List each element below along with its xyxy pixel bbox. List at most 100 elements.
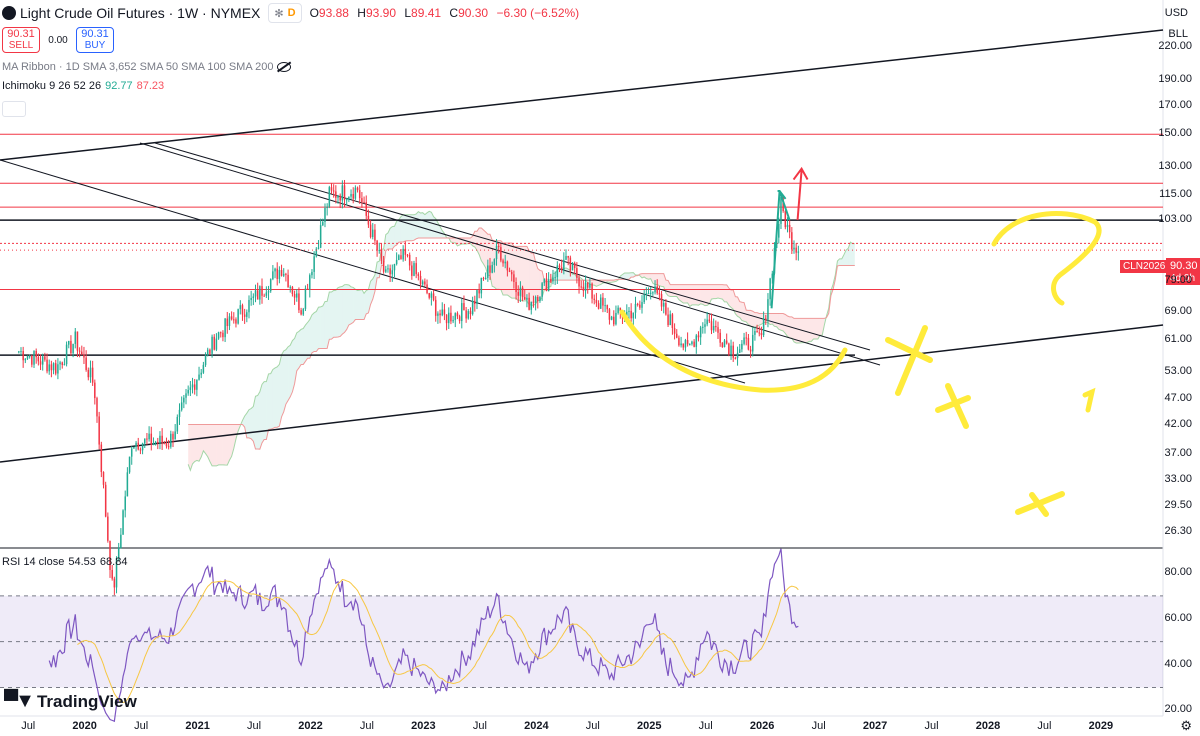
symbol-title[interactable]: Light Crude Oil Futures · 1W · NYMEX xyxy=(20,5,261,21)
candle-body xyxy=(639,304,641,308)
ichimoku-cloud-segment xyxy=(770,313,773,325)
yellow-question-annotation xyxy=(991,210,1102,306)
candle-body xyxy=(721,342,724,348)
price-tick-label: 103.00 xyxy=(1158,213,1192,226)
candle-body xyxy=(117,547,120,559)
candle-body xyxy=(751,334,754,352)
ichimoku-cloud-segment xyxy=(411,214,415,241)
ichimoku-cloud-segment xyxy=(305,322,308,362)
candle-body xyxy=(174,431,176,440)
candle-body xyxy=(59,362,61,365)
ichimoku-cloud-segment xyxy=(535,262,538,304)
symbol-logo-icon xyxy=(2,6,16,20)
market-status-flag[interactable]: ✻ D xyxy=(268,3,302,23)
candle-body xyxy=(61,362,64,365)
candle-body xyxy=(541,283,543,297)
time-tick-label: Jul xyxy=(585,720,600,732)
ichimoku-cloud-segment xyxy=(262,381,265,443)
ma-ribbon-legend[interactable]: MA Ribbon · 1D SMA 3,652 SMA 50 SMA 100 … xyxy=(2,61,292,73)
candle-body xyxy=(74,331,77,344)
unit-label[interactable]: BLL xyxy=(1168,28,1188,40)
candle-body xyxy=(348,196,350,200)
candle-body xyxy=(693,341,695,347)
ichimoku-cloud-segment xyxy=(646,273,649,280)
ichimoku-cloud-segment xyxy=(331,290,334,340)
ichimoku-cloud-segment xyxy=(355,289,358,320)
ichimoku-value-1: 92.77 xyxy=(105,80,133,92)
high-value: 93.90 xyxy=(365,6,396,20)
gear-icon[interactable]: ⚙ xyxy=(1180,718,1192,733)
candle-body xyxy=(426,284,428,294)
ichimoku-cloud-segment xyxy=(533,253,536,306)
candle-body xyxy=(597,303,600,309)
candle-body xyxy=(28,355,31,357)
candle-body xyxy=(680,343,682,346)
ichimoku-cloud-segment xyxy=(320,305,323,349)
hidden-eye-icon[interactable] xyxy=(277,62,292,72)
candle-body xyxy=(313,256,315,272)
tradingview-logo-icon: ▀▼ xyxy=(4,690,35,712)
candle-body xyxy=(482,277,485,279)
ichimoku-cloud-segment xyxy=(450,237,454,243)
candle-body xyxy=(400,255,402,260)
candle-body xyxy=(745,337,747,339)
price-tick-label: 33.00 xyxy=(1164,472,1192,485)
candle-body xyxy=(198,374,200,380)
ichimoku-cloud-segment xyxy=(268,373,271,430)
candle-body xyxy=(406,254,409,256)
ichimoku-legend[interactable]: Ichimoku 9 26 52 26 92.77 87.23 xyxy=(2,80,164,92)
candle-body xyxy=(699,327,702,338)
time-tick-label: Jul xyxy=(811,720,826,732)
candle-body xyxy=(24,358,27,361)
ichimoku-span-b xyxy=(188,227,855,450)
ichimoku-cloud-segment xyxy=(817,318,821,339)
ichimoku-cloud-segment xyxy=(351,286,354,324)
tradingview-logo[interactable]: ▀▼ TradingView xyxy=(4,690,137,713)
buy-button[interactable]: 90.31 BUY xyxy=(76,27,114,53)
candle-body xyxy=(636,303,639,305)
ichimoku-cloud-segment xyxy=(370,278,373,305)
candle-body xyxy=(87,369,90,378)
candle-body xyxy=(563,259,565,270)
ichimoku-cloud-segment xyxy=(820,318,823,336)
candle-body xyxy=(788,224,791,233)
candle-body xyxy=(76,331,79,351)
sell-button[interactable]: 90.31 SELL xyxy=(2,27,40,53)
rsi-tick-label: 40.00 xyxy=(1164,657,1192,670)
low-value: 89.41 xyxy=(411,6,442,20)
ichimoku-cloud-segment xyxy=(655,273,658,285)
collapse-legend-button[interactable] xyxy=(2,101,26,117)
ichimoku-cloud-segment xyxy=(652,273,656,285)
price-tick-label: 150.00 xyxy=(1158,127,1192,140)
candle-body xyxy=(22,351,24,361)
ichimoku-cloud-segment xyxy=(492,240,495,288)
candle-body xyxy=(50,364,53,371)
ichimoku-cloud-segment xyxy=(340,286,343,337)
ichimoku-cloud-segment xyxy=(209,424,213,466)
candle-body xyxy=(165,442,168,447)
ichimoku-cloud-segment xyxy=(674,284,677,297)
candle-body xyxy=(317,247,320,249)
candle-body xyxy=(411,265,413,276)
candle-body xyxy=(111,569,113,579)
candle-body xyxy=(217,332,220,339)
ichimoku-cloud-segment xyxy=(672,284,675,297)
candle-body xyxy=(293,294,296,298)
candle-body xyxy=(239,305,242,310)
ichimoku-cloud-segment xyxy=(277,364,280,428)
candle-body xyxy=(743,337,745,344)
candle-body xyxy=(500,247,502,261)
candle-body xyxy=(669,314,671,326)
candle-body xyxy=(319,225,322,248)
candle-body xyxy=(52,363,55,371)
ichimoku-cloud-segment xyxy=(424,212,428,238)
ichimoku-value-2: 87.23 xyxy=(136,80,165,92)
candle-body xyxy=(302,308,305,315)
rsi-legend[interactable]: RSI 14 close 54.53 68.84 xyxy=(2,556,127,568)
candle-body xyxy=(610,316,613,320)
currency-label[interactable]: USD xyxy=(1164,7,1188,19)
candle-body xyxy=(98,416,100,445)
candle-body xyxy=(613,316,615,325)
